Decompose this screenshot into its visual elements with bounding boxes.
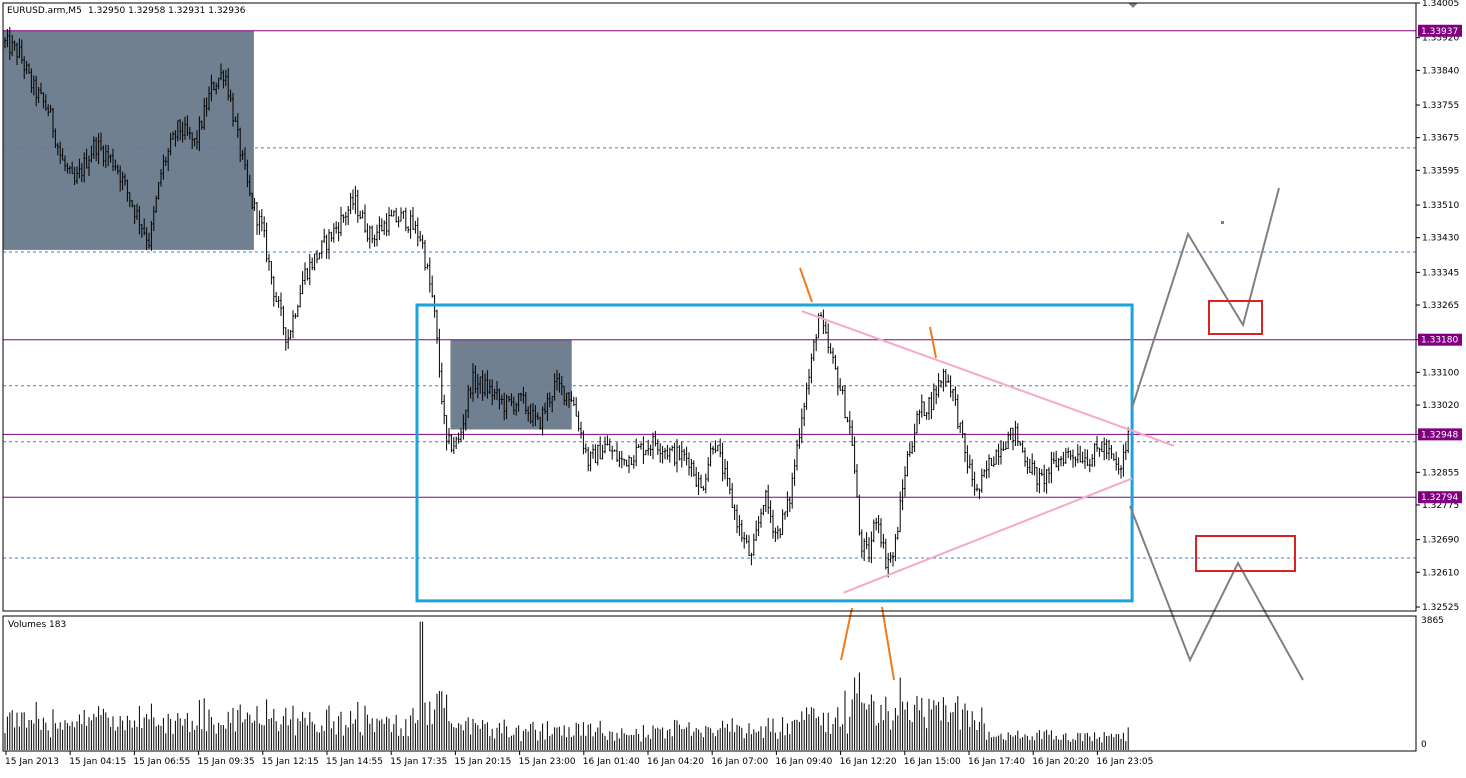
- price-panel-frame: [2, 2, 1417, 612]
- zones-layer: [3, 30, 572, 430]
- y-tick-label-10: 1.33265: [1422, 301, 1459, 311]
- volume-max-label: 3865: [1421, 616, 1444, 626]
- y-tick-label-19: 1.32525: [1422, 603, 1459, 613]
- level-label-4: 1.32794: [1421, 493, 1458, 503]
- supply-zone-2: [450, 339, 572, 430]
- y-tick-label-17: 1.32690: [1422, 536, 1459, 546]
- volume-min-label: 0: [1421, 740, 1427, 750]
- level-label-1: 1.33937: [1421, 27, 1458, 37]
- y-tick-label-2: 1.33920: [1422, 34, 1459, 44]
- target-box-lower: [1195, 535, 1296, 572]
- y-tick-label-5: 1.33675: [1422, 134, 1459, 144]
- y-tick-label-12: 1.33100: [1422, 368, 1459, 378]
- y-tick-label-6: 1.33595: [1422, 166, 1459, 176]
- level-label-bg-4: [1418, 491, 1462, 504]
- x-tick-label-17: 16 Jan 20:20: [1032, 757, 1089, 767]
- x-tick-label-14: 16 Jan 12:20: [840, 757, 897, 767]
- x-tick-label-1: 15 Jan 2013: [5, 757, 59, 767]
- levels-layer: [3, 30, 1416, 498]
- y-tick-label-16: 1.32775: [1422, 501, 1459, 511]
- price-bars-layer: [4, 26, 1130, 578]
- range-box: [415, 303, 1134, 603]
- triangle-upper-line: [801, 310, 1175, 447]
- x-tick-label-4: 15 Jan 09:35: [198, 757, 255, 767]
- projection-dot: [1221, 221, 1224, 224]
- volume-panel-frame: [2, 615, 1417, 752]
- level-label-3: 1.32948: [1421, 430, 1458, 440]
- y-tick-label-9: 1.33345: [1422, 268, 1459, 278]
- bullish-projection: [1131, 187, 1280, 409]
- x-tick-label-7: 15 Jan 17:35: [390, 757, 447, 767]
- chart-ohlc-label: 1.32950 1.32958 1.32931 1.32936: [88, 6, 246, 16]
- y-tick-label-4: 1.33755: [1422, 101, 1459, 111]
- chart-symbol-label: EURUSD.arm,M5: [7, 6, 82, 16]
- x-tick-label-9: 15 Jan 23:00: [519, 757, 576, 767]
- x-tick-label-11: 16 Jan 04:20: [647, 757, 704, 767]
- shift-marker-icon: [1128, 3, 1138, 8]
- x-tick-label-5: 15 Jan 12:15: [262, 757, 319, 767]
- x-tick-label-12: 16 Jan 07:00: [711, 757, 768, 767]
- x-tick-label-3: 15 Jan 06:55: [133, 757, 190, 767]
- y-tick-label-7: 1.33510: [1422, 201, 1459, 211]
- x-tick-label-2: 15 Jan 04:15: [69, 757, 126, 767]
- level-label-bg-3: [1418, 428, 1462, 441]
- y-tick-label-18: 1.32610: [1422, 568, 1459, 578]
- target-box-upper: [1208, 300, 1263, 335]
- y-tick-label-15: 1.32855: [1422, 468, 1459, 478]
- y-tick-label-8: 1.33430: [1422, 234, 1459, 244]
- x-tick-label-8: 15 Jan 20:15: [454, 757, 511, 767]
- drawings-layer: [415, 3, 1304, 681]
- x-tick-label-10: 16 Jan 01:40: [583, 757, 640, 767]
- level-label-bg-2: [1418, 333, 1462, 346]
- volume-bars-layer: [4, 621, 1129, 750]
- y-tick-label-3: 1.33840: [1422, 66, 1459, 76]
- level-label-2: 1.33180: [1421, 336, 1458, 346]
- pivot-mark-2: [929, 326, 937, 359]
- level-label-bg-1: [1418, 24, 1462, 37]
- bearish-projection: [1129, 505, 1304, 681]
- grid-layer: [3, 147, 1416, 559]
- supply-zone-1: [3, 30, 254, 250]
- x-tick-label-15: 16 Jan 15:00: [904, 757, 961, 767]
- y-tick-label-1: 1.34005: [1422, 0, 1459, 9]
- pivot-mark-3: [840, 607, 853, 661]
- pivot-mark-4: [881, 606, 895, 681]
- x-tick-label-16: 16 Jan 17:40: [968, 757, 1025, 767]
- x-tick-label-13: 16 Jan 09:40: [775, 757, 832, 767]
- y-tick-label-13: 1.33020: [1422, 401, 1459, 411]
- x-tick-label-18: 16 Jan 23:05: [1096, 757, 1153, 767]
- triangle-lower-line: [843, 477, 1133, 594]
- x-tick-label-6: 15 Jan 14:55: [326, 757, 383, 767]
- volume-panel-label: Volumes 183: [8, 620, 66, 630]
- pivot-mark-1: [799, 267, 813, 303]
